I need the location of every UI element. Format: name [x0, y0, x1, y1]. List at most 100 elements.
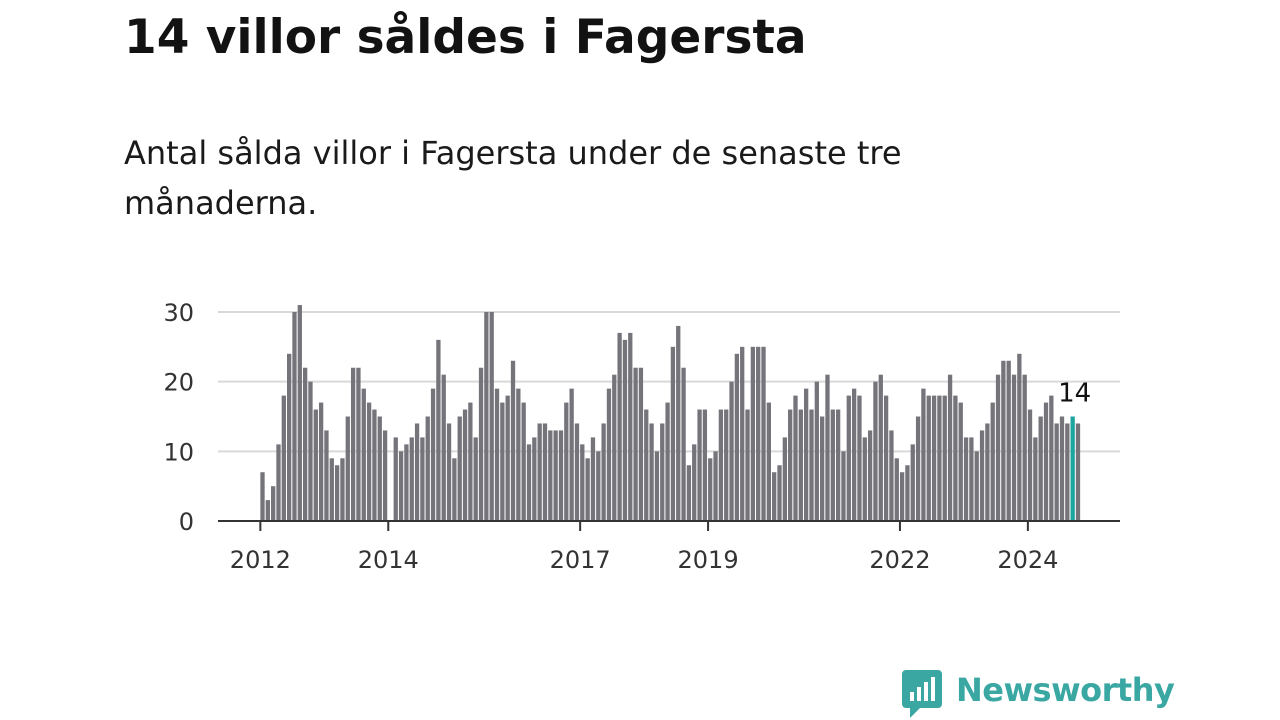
bar — [377, 416, 382, 521]
chart-subtitle: Antal sålda villor i Fagersta under de s… — [124, 134, 902, 222]
bar — [414, 423, 420, 521]
y-tick-label-20: 20 — [163, 369, 194, 397]
bar — [633, 367, 638, 521]
bar — [644, 409, 649, 521]
bar — [382, 430, 388, 521]
bar — [1006, 360, 1011, 521]
bar — [537, 423, 542, 521]
bar — [915, 416, 921, 521]
bar — [788, 409, 793, 521]
bar — [681, 367, 686, 521]
bar — [777, 465, 782, 521]
bar — [510, 360, 516, 521]
bar — [393, 437, 398, 521]
bar — [766, 402, 771, 521]
bar — [905, 465, 910, 521]
bar — [1059, 416, 1065, 521]
bar — [526, 444, 532, 521]
bar — [979, 430, 985, 521]
bar — [654, 451, 660, 521]
newsworthy-logo: Newsworthy — [902, 670, 1175, 720]
bar — [622, 339, 628, 521]
bar — [473, 437, 478, 521]
x-tick-label-2012: 2012 — [230, 546, 291, 574]
bar — [851, 388, 857, 521]
bar — [830, 409, 835, 521]
bar — [276, 444, 281, 521]
bar — [574, 423, 580, 521]
bar — [878, 374, 883, 521]
bar — [942, 395, 947, 521]
bar — [1033, 437, 1038, 521]
bar — [1049, 395, 1054, 521]
bar — [809, 409, 814, 521]
bar — [804, 388, 809, 521]
x-tick-label-2017: 2017 — [550, 546, 611, 574]
bar — [462, 409, 468, 521]
highlight-value-label: 14 — [1058, 379, 1091, 409]
bar — [265, 500, 270, 521]
bar — [585, 458, 590, 521]
bar — [420, 437, 425, 521]
bar — [958, 402, 963, 521]
bar — [1001, 360, 1006, 521]
bar — [1054, 423, 1059, 521]
bar — [580, 444, 585, 521]
bar — [564, 402, 569, 521]
bar — [372, 409, 377, 521]
x-tick-label-2014: 2014 — [358, 546, 419, 574]
bar — [409, 437, 414, 521]
bar — [857, 395, 862, 521]
bar — [1011, 374, 1017, 521]
bar — [1017, 353, 1022, 521]
bar — [287, 353, 292, 521]
bar — [772, 472, 777, 521]
bar — [425, 416, 430, 521]
bar — [883, 395, 889, 521]
bars — [260, 305, 1081, 521]
bar — [404, 444, 409, 521]
bar — [628, 332, 633, 521]
bar — [558, 430, 564, 521]
bar — [271, 486, 276, 521]
bar — [553, 430, 558, 521]
bar — [867, 430, 873, 521]
bar — [1075, 423, 1081, 521]
annotations: 14 — [1058, 379, 1091, 409]
bar — [921, 388, 926, 521]
bar — [430, 388, 436, 521]
bar — [910, 444, 915, 521]
bar — [926, 395, 931, 521]
bar — [782, 437, 787, 521]
bar — [814, 381, 819, 521]
bar — [532, 437, 537, 521]
bar — [756, 346, 761, 521]
bar — [308, 381, 313, 521]
bar — [708, 458, 713, 521]
bar — [953, 395, 958, 521]
bar — [649, 423, 654, 521]
bar — [478, 367, 484, 521]
bar — [1022, 374, 1027, 521]
y-axis-ticks: 0 10 20 30 — [163, 299, 194, 536]
bar — [366, 402, 372, 521]
bar — [889, 430, 894, 521]
bar — [740, 346, 745, 521]
bar — [873, 381, 878, 521]
bar — [974, 451, 979, 521]
bar — [899, 472, 905, 521]
bar — [292, 312, 297, 521]
bar — [1027, 409, 1033, 521]
bar — [676, 325, 681, 521]
bar — [931, 395, 937, 521]
bar — [761, 346, 766, 521]
bar — [446, 423, 452, 521]
bar — [345, 416, 350, 521]
bar — [995, 374, 1001, 521]
chart-title: 14 villor såldes i Fagersta — [124, 10, 807, 65]
bar — [484, 312, 489, 521]
bar — [281, 395, 286, 521]
bar — [686, 465, 692, 521]
bar — [489, 312, 494, 521]
bar — [1038, 416, 1043, 521]
